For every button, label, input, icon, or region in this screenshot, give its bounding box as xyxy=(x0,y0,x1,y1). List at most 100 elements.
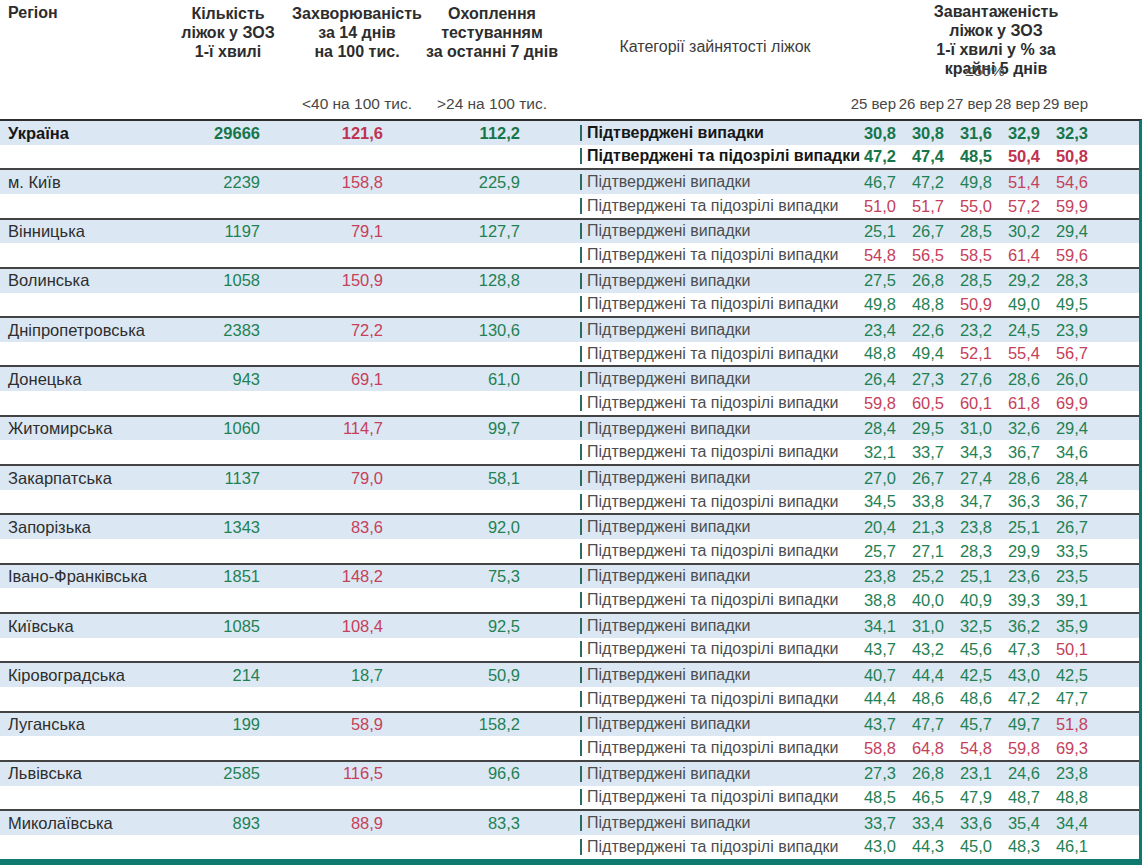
region-group: Донецька94369,161,0Підтверджені випадки2… xyxy=(0,367,1139,416)
occupancy-value: 48,8 xyxy=(898,296,946,313)
occupancy-value: 47,7 xyxy=(898,716,946,733)
table-row: Підтверджені та підозрілі випадки44,448,… xyxy=(0,687,1139,711)
occupancy-value: 43,2 xyxy=(898,641,946,658)
incidence-value: 88,9 xyxy=(262,815,385,832)
testing-value: 112,2 xyxy=(385,125,522,142)
occupancy-value: 48,5 xyxy=(946,148,994,165)
occupancy-value: 51,4 xyxy=(994,174,1042,191)
table-row: Підтверджені та підозрілі випадки48,849,… xyxy=(0,342,1139,366)
table-row: Закарпатська113779,058,1Підтверджені вип… xyxy=(0,466,1139,490)
occupancy-value: 64,8 xyxy=(898,740,946,757)
date-header: 28 вер xyxy=(994,95,1042,112)
table-row: Житомирська1060114,799,7Підтверджені вип… xyxy=(0,417,1139,441)
occupancy-value: 22,6 xyxy=(898,322,946,339)
table-row: Підтверджені та підозрілі випадки43,044,… xyxy=(0,835,1139,859)
category-label-confirmed-suspected: Підтверджені та підозрілі випадки xyxy=(580,839,850,855)
occupancy-value: 47,3 xyxy=(994,641,1042,658)
occupancy-value: 48,3 xyxy=(994,838,1042,855)
incidence-value: 69,1 xyxy=(262,371,385,388)
testing-value: 92,5 xyxy=(385,618,522,635)
occupancy-value: 29,5 xyxy=(898,420,946,437)
occupancy-value: 44,4 xyxy=(898,667,946,684)
occupancy-value: 32,9 xyxy=(994,125,1042,142)
region-group: Волинська1058150,9128,8Підтверджені випа… xyxy=(0,269,1139,318)
table-row: Україна29666121,6112,2Підтверджені випад… xyxy=(0,121,1139,145)
occupancy-value: 55,0 xyxy=(946,198,994,215)
occupancy-value: 30,8 xyxy=(898,125,946,142)
table-row: Підтверджені та підозрілі випадки51,051,… xyxy=(0,194,1139,218)
category-label-confirmed-suspected: Підтверджені та підозрілі випадки xyxy=(580,789,850,805)
region-name: Закарпатська xyxy=(0,470,170,487)
occupancy-value: 56,5 xyxy=(898,247,946,264)
occupancy-value: 36,7 xyxy=(1042,493,1090,510)
occupancy-value: 26,7 xyxy=(1042,519,1090,536)
beds-value: 1060 xyxy=(170,420,262,437)
region-name: Вінницька xyxy=(0,223,170,240)
occupancy-value: 23,2 xyxy=(946,322,994,339)
occupancy-value: 42,5 xyxy=(946,667,994,684)
occupancy-value: 26,7 xyxy=(898,470,946,487)
occupancy-value: 31,6 xyxy=(946,125,994,142)
occupancy-value: 46,1 xyxy=(1042,838,1090,855)
occupancy-value: 47,2 xyxy=(850,148,898,165)
incidence-value: 58,9 xyxy=(262,716,385,733)
occupancy-value: 35,9 xyxy=(1042,618,1090,635)
category-label-confirmed-suspected: Підтверджені та підозрілі випадки xyxy=(580,148,850,164)
table-row: Луганська19958,9158,2Підтверджені випадк… xyxy=(0,713,1139,737)
category-label-confirmed-suspected: Підтверджені та підозрілі випадки xyxy=(580,444,850,460)
incidence-value: 114,7 xyxy=(262,420,385,437)
load-threshold-label: ≤50% xyxy=(965,62,1005,80)
occupancy-value: 27,3 xyxy=(898,371,946,388)
category-label-confirmed: Підтверджені випадки xyxy=(580,815,850,831)
occupancy-value: 33,7 xyxy=(850,815,898,832)
column-header-region: Регіон xyxy=(8,4,58,22)
occupancy-value: 33,6 xyxy=(946,815,994,832)
category-label-confirmed: Підтверджені випадки xyxy=(580,667,850,683)
region-name: Київська xyxy=(0,618,170,635)
incidence-value: 121,6 xyxy=(262,125,385,142)
category-label-confirmed: Підтверджені випадки xyxy=(580,223,850,239)
occupancy-value: 40,0 xyxy=(898,592,946,609)
testing-value: 92,0 xyxy=(385,519,522,536)
occupancy-value: 28,6 xyxy=(994,371,1042,388)
occupancy-value: 45,7 xyxy=(946,716,994,733)
beds-value: 943 xyxy=(170,371,262,388)
incidence-value: 108,4 xyxy=(262,618,385,635)
testing-value: 158,2 xyxy=(385,716,522,733)
region-group: Житомирська1060114,799,7Підтверджені вип… xyxy=(0,417,1139,466)
beds-value: 2239 xyxy=(170,174,262,191)
category-label-confirmed-suspected: Підтверджені та підозрілі випадки xyxy=(580,543,850,559)
occupancy-value: 58,8 xyxy=(850,740,898,757)
beds-value: 29666 xyxy=(170,125,262,142)
region-name: Волинська xyxy=(0,272,170,289)
occupancy-value: 36,7 xyxy=(994,444,1042,461)
occupancy-value: 35,4 xyxy=(994,815,1042,832)
occupancy-value: 54,8 xyxy=(946,740,994,757)
occupancy-value: 50,9 xyxy=(946,296,994,313)
occupancy-value: 24,6 xyxy=(994,765,1042,782)
category-label-confirmed: Підтверджені випадки xyxy=(580,322,850,338)
region-name: Кіровоградська xyxy=(0,667,170,684)
table-row: Підтверджені та підозрілі випадки59,860,… xyxy=(0,391,1139,415)
table-row: Підтверджені та підозрілі випадки47,247,… xyxy=(0,145,1139,169)
occupancy-value: 25,1 xyxy=(994,519,1042,536)
beds-value: 1851 xyxy=(170,568,262,585)
occupancy-value: 43,0 xyxy=(850,838,898,855)
incidence-threshold-label: <40 на 100 тис. xyxy=(302,95,412,113)
occupancy-value: 39,1 xyxy=(1042,592,1090,609)
testing-value: 127,7 xyxy=(385,223,522,240)
occupancy-value: 38,8 xyxy=(850,592,898,609)
occupancy-value: 48,6 xyxy=(946,690,994,707)
occupancy-value: 33,7 xyxy=(898,444,946,461)
beds-value: 893 xyxy=(170,815,262,832)
category-label-confirmed-suspected: Підтверджені та підозрілі випадки xyxy=(580,296,850,312)
occupancy-value: 20,4 xyxy=(850,519,898,536)
category-label-confirmed-suspected: Підтверджені та підозрілі випадки xyxy=(580,740,850,756)
occupancy-value: 26,4 xyxy=(850,371,898,388)
incidence-value: 116,5 xyxy=(262,765,385,782)
occupancy-value: 69,3 xyxy=(1042,740,1090,757)
occupancy-value: 51,7 xyxy=(898,198,946,215)
category-label-confirmed: Підтверджені випадки xyxy=(580,371,850,387)
occupancy-value: 23,6 xyxy=(994,568,1042,585)
occupancy-value: 57,2 xyxy=(994,198,1042,215)
